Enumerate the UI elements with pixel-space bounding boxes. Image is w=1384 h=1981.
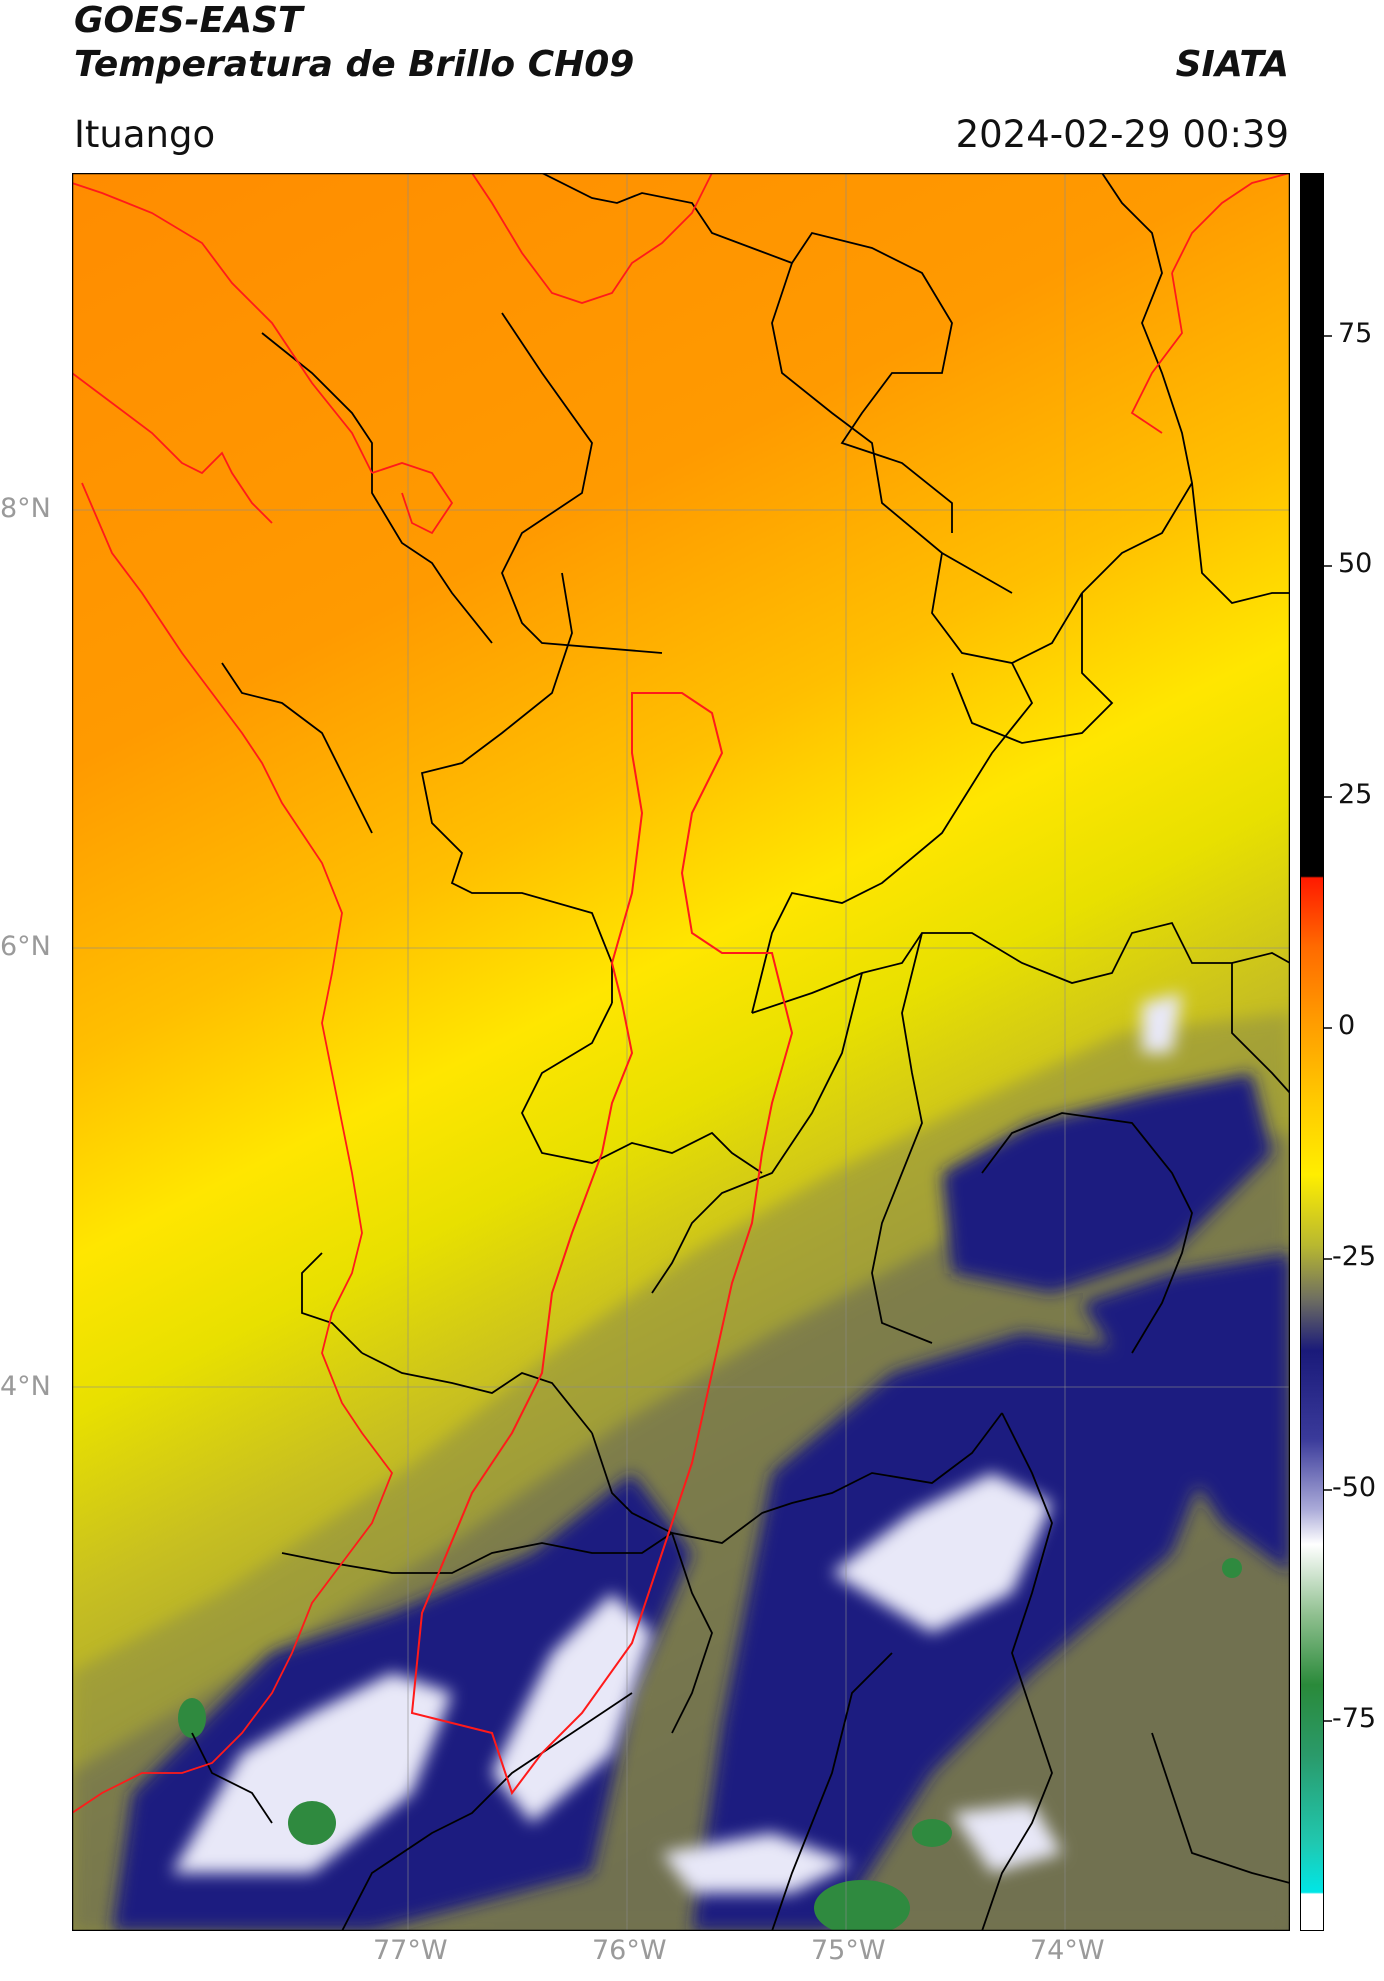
colorbar-label-minus50: -50: [1332, 1472, 1377, 1503]
satellite-title: GOES-EAST: [74, 0, 303, 41]
map-frame: [72, 173, 1290, 1931]
ituango-basin-outline: [410, 692, 794, 1796]
admin-boundaries: [191, 173, 1290, 1931]
colorbar-label-minus75: -75: [1332, 1703, 1377, 1734]
colorbar-frame: [1300, 173, 1324, 1931]
graticule: [72, 173, 1290, 1931]
colorbar-label-50: 50: [1338, 548, 1373, 579]
agency-label: SIATA: [1175, 44, 1289, 85]
lat-label-4n: 4°N: [0, 1371, 51, 1402]
lon-label-76w: 76°W: [592, 1935, 667, 1966]
region-label: Ituango: [74, 113, 216, 156]
datetime-label: 2024-02-29 00:39: [955, 113, 1289, 156]
colorbar-label-75: 75: [1338, 318, 1373, 349]
colorbar-label-0: 0: [1338, 1010, 1356, 1041]
colorbar: [1300, 173, 1324, 1931]
colorbar-label-minus25: -25: [1332, 1241, 1377, 1272]
lon-label-77w: 77°W: [373, 1935, 448, 1966]
lon-label-74w: 74°W: [1030, 1935, 1105, 1966]
satellite-map: [72, 173, 1290, 1931]
convection-green: [178, 1558, 1242, 1931]
coastline: [72, 173, 1290, 1814]
colorbar-ticks: [1324, 335, 1332, 1722]
lat-label-6n: 6°N: [0, 931, 51, 962]
colorbar-gradient: [1300, 173, 1324, 1931]
lat-label-8n: 8°N: [0, 493, 51, 524]
colorbar-label-25: 25: [1338, 779, 1373, 810]
lon-label-75w: 75°W: [811, 1935, 886, 1966]
product-title: Temperatura de Brillo CH09: [74, 44, 635, 85]
